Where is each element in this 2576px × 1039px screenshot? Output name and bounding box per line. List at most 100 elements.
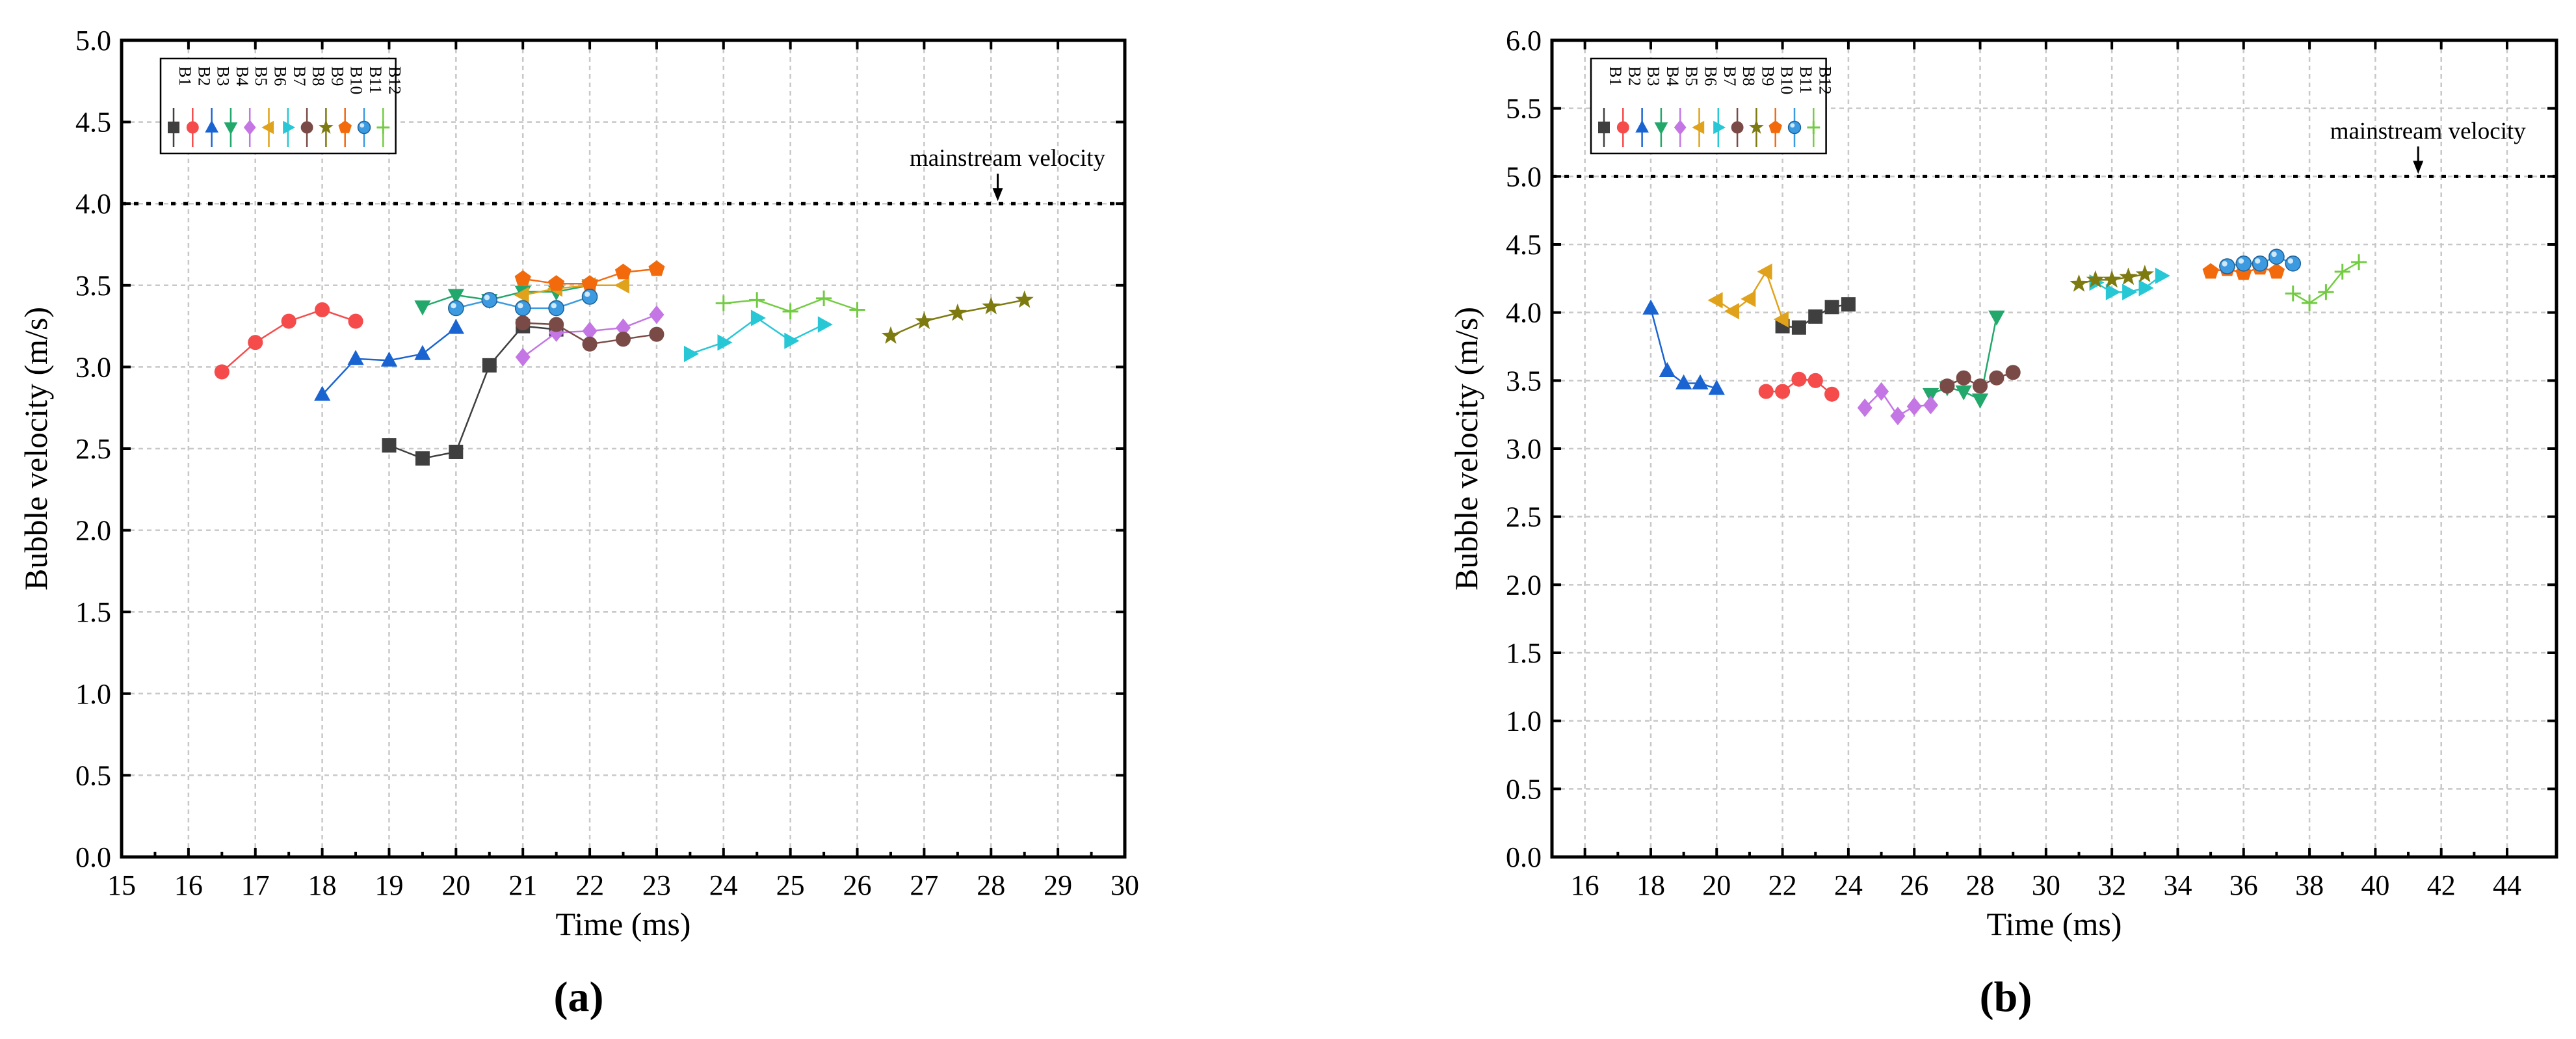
panel-a-legend-b1-label: B1 — [176, 66, 194, 86]
panel-a-legend-b7-marker — [283, 120, 296, 135]
panel-a-legend-b4-label: B4 — [233, 66, 252, 86]
panel-a-series-b3 — [314, 319, 464, 401]
panel-a-series-b11-point-4 — [581, 289, 598, 305]
panel-b-ytick-label-1.5: 1.5 — [1506, 637, 1542, 669]
panel-a-series-b2 — [214, 302, 363, 380]
panel-b-series-b5-point-2 — [1890, 406, 1906, 426]
panel-b-chart: 16 18 20 22 24 26 28 30 32 34 36 38 40 42 44 0.0 0.5 1.0 1… — [1448, 25, 2558, 942]
panel-b-legend-b7-marker — [1713, 120, 1726, 135]
panel-a-series-b11-point-2-highlight — [518, 302, 523, 309]
panel-b-xtick-label-16: 16 — [1571, 869, 1599, 901]
panel-a-label: (a) — [554, 973, 604, 1021]
panel-b-series-b9-point-1 — [2086, 270, 2105, 288]
panel-a-series-b11 — [448, 289, 598, 317]
panel-a-xtick-label-25: 25 — [776, 869, 805, 901]
panel-a-ytick-label-0: 0.0 — [75, 841, 111, 873]
panel-b-ytick-label-4: 4.0 — [1506, 297, 1542, 329]
panel-b-series-b7-point-3 — [2138, 280, 2154, 296]
panel-b-ytick-label-3: 3.0 — [1506, 433, 1542, 465]
panel-b-legend-b2-marker — [1616, 121, 1629, 134]
panel-a-series-b12-point-1 — [749, 292, 765, 308]
panel-b-series-b9 — [2070, 265, 2154, 292]
panel-b-legend-b9-label: B9 — [1758, 66, 1777, 86]
panel-a-legend-b12-label: B12 — [385, 66, 404, 94]
panel-b-series-b6-point-1 — [1724, 302, 1739, 320]
panel-b-y-axis-title: Bubble velocity (m/s) — [1448, 307, 1484, 590]
panel-a-series-b6 — [514, 277, 629, 304]
panel-a-legend-b6-marker — [261, 120, 274, 135]
panel-a-series-b2-point-1 — [248, 335, 263, 350]
panel-a-ytick-label-0.5: 0.5 — [75, 759, 111, 791]
panel-b-xtick-label-36: 36 — [2229, 869, 2258, 901]
panel-a-series-b3-point-3 — [414, 345, 431, 360]
panel-a-ytick-label-1.5: 1.5 — [75, 596, 111, 628]
panel-a-series-b6-point-3 — [614, 277, 629, 294]
panel-b-xtick-label-38: 38 — [2295, 869, 2324, 901]
panel-b-series-b9-point-3 — [2119, 267, 2138, 285]
panel-b-legend-b11-marker — [1787, 120, 1802, 135]
panel-b-series-b11-point-2-highlight — [2255, 258, 2261, 264]
panel-b-series-b4-point-0 — [1922, 388, 1939, 403]
panel-a-series-b8-point-1 — [549, 317, 564, 332]
panel-a-xtick-label-22: 22 — [575, 869, 604, 901]
panel-b-legend-b10-label: B10 — [1778, 66, 1796, 94]
panel-b-series-b6-point-2 — [1741, 291, 1756, 308]
panel-b-series-b1 — [1775, 297, 1856, 335]
panel-b-legend-b4-label: B4 — [1663, 66, 1682, 86]
panel-b-series-b7-point-2 — [2122, 283, 2138, 300]
panel-b-series-b2-point-1 — [1775, 384, 1791, 399]
panel-b-gridlines — [1552, 40, 2556, 857]
panel-b-series-b1-point-2 — [1808, 309, 1823, 324]
panel-b-series-b12-point-1 — [2301, 295, 2318, 311]
panel-a-series-b7 — [684, 309, 833, 362]
panel-b-series-b4 — [1922, 310, 2005, 409]
panel-b-series-b11-point-2 — [2252, 256, 2268, 272]
panel-a-series-b2-point-4 — [348, 313, 363, 329]
panel-b-series-b4-point-4 — [1988, 310, 2005, 326]
panel-b-ytick-label-6: 6.0 — [1506, 25, 1542, 57]
panel-a-series-b5 — [515, 305, 664, 367]
panel-b-legend-b8-label: B8 — [1739, 66, 1758, 86]
panel-a-series-b11-point-0-highlight — [451, 302, 456, 309]
panel-a-legend-b7-label: B7 — [290, 66, 309, 86]
panel-a-legend-b10-marker — [338, 120, 352, 133]
panel-b-series-b11-point-4 — [2285, 256, 2302, 272]
panel-a-series-b12-point-3 — [816, 290, 832, 306]
panel-b-series-b11-point-4-highlight — [2287, 258, 2294, 264]
panel-b-series-b1-point-1 — [1791, 320, 1806, 335]
panel-a-series-b1-line — [389, 325, 557, 460]
panel-b-series-b2-point-3 — [1807, 373, 1823, 388]
panel-a-xtick-label-28: 28 — [977, 869, 1005, 901]
panel-b-xtick-label-30: 30 — [2032, 869, 2060, 901]
panel-b-legend-b10-marker — [1768, 120, 1782, 133]
panel-a-series-b8-point-2 — [582, 336, 598, 352]
panel-a-series-b3-point-1 — [347, 350, 364, 365]
panel-a-ytick-label-3: 3.0 — [75, 351, 111, 383]
panel-b-legend-b3-marker — [1635, 120, 1649, 133]
panel-b-series-b3-point-1 — [1659, 362, 1676, 377]
panel-a-legend-b11-marker — [357, 120, 371, 135]
panel-a-legend-b5-marker — [243, 120, 256, 135]
panel-b-series-b8-point-0 — [1939, 378, 1955, 394]
panel-a-xtick-label-17: 17 — [241, 869, 270, 901]
panel-b-series-b6-point-0 — [1707, 292, 1723, 309]
panel-a-series-b11-point-4-highlight — [585, 291, 590, 297]
panel-a-series-b9-point-2 — [948, 303, 967, 321]
panel-a-ytick-label-4: 4.0 — [75, 188, 111, 220]
panel-a-series-b7-point-0 — [684, 345, 700, 362]
panel-a-legend-b2-label: B2 — [194, 66, 213, 86]
panel-a-series-b9-point-0 — [881, 326, 900, 344]
panel-b-series-b4-point-2 — [1955, 385, 1972, 401]
panel-b-series-b12-point-0 — [2285, 285, 2301, 302]
panel-a-series-b5-point-4 — [649, 305, 664, 324]
panel-a-legend-b11-label: B11 — [366, 66, 385, 94]
panel-b-ytick-label-3.5: 3.5 — [1506, 365, 1542, 397]
panel-b-series-b12-point-4 — [2350, 254, 2367, 270]
panel-b-legend: B1 B2 B3 B4 B5 B6 B7 B8 B9 B10 B11 B12 — [1590, 57, 1834, 155]
panel-b-label: (b) — [1980, 973, 2032, 1021]
panel-a-legend-b3-marker — [205, 120, 218, 133]
panel-b-series-b6-point-4 — [1773, 311, 1789, 328]
panel-b-series-b9-point-2 — [2103, 270, 2122, 288]
panel-b-series-b11 — [2219, 248, 2302, 274]
